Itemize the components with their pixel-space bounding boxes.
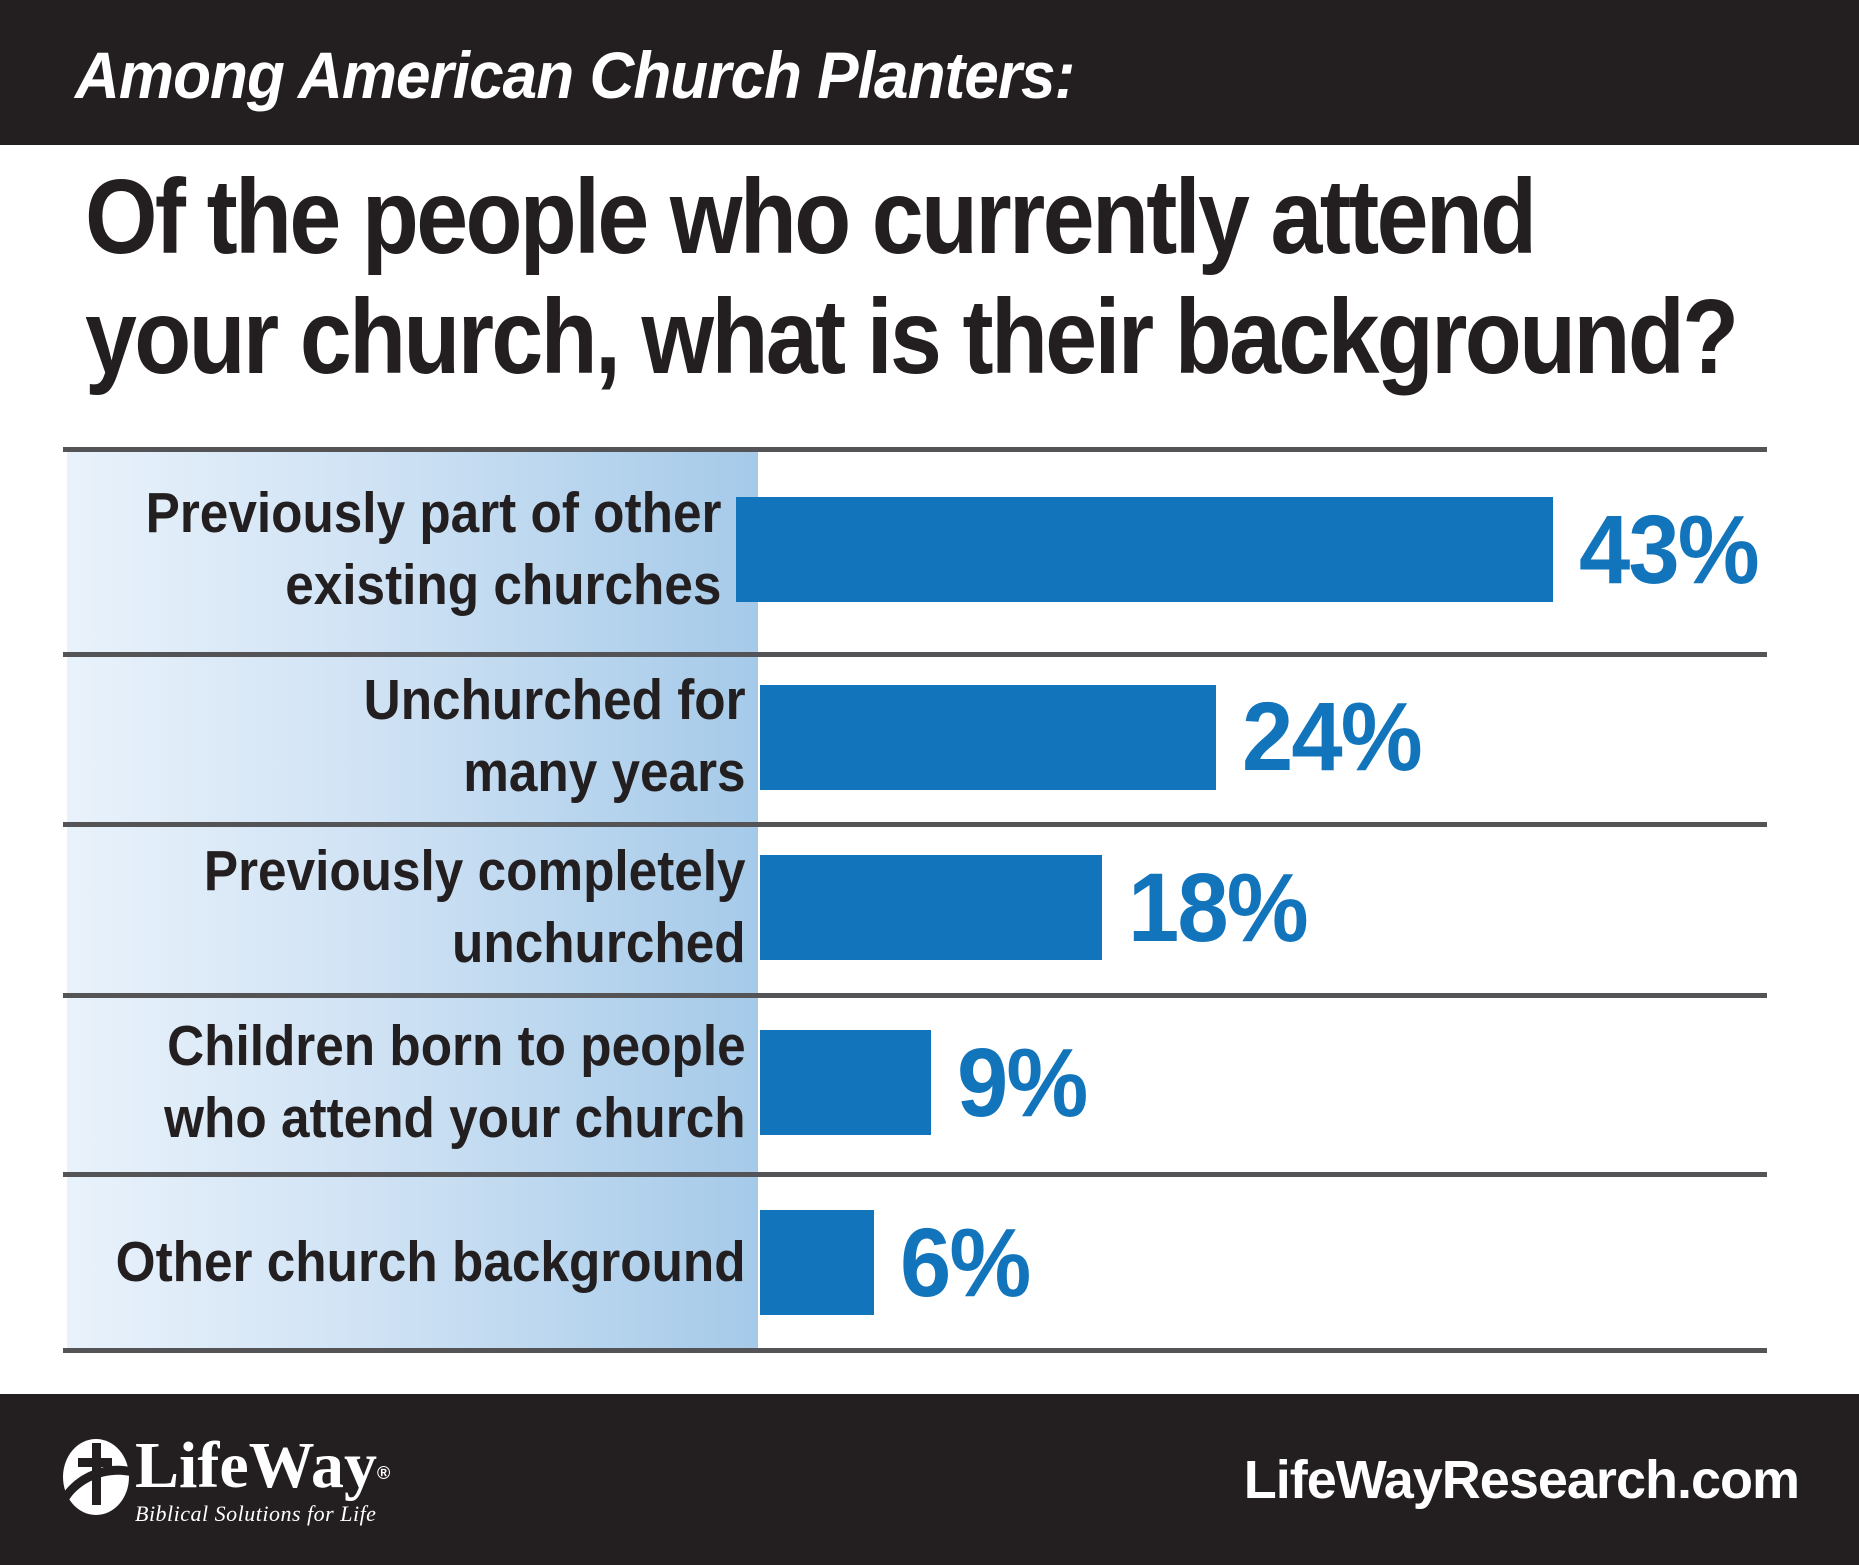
chart-row: Previously part of other existing church… (63, 447, 1767, 652)
lifeway-tagline: Biblical Solutions for Life (135, 1500, 377, 1526)
page-title-line1: Of the people who currently attend (85, 158, 1537, 276)
category-label: Unchurched for many years (133, 652, 760, 822)
chart-row: Other church background 6% (63, 1172, 1767, 1353)
page-title: Of the people who currently attend your … (85, 158, 1739, 398)
category-label: Children born to people who attend your … (133, 993, 760, 1172)
value-label: 9% (957, 1027, 1088, 1137)
category-label-line: Previously part of other (145, 480, 722, 545)
lifeway-globe-cross-icon (63, 1438, 131, 1521)
page-title-line2: your church, what is their background? (85, 277, 1739, 396)
value-label: 18% (1128, 852, 1309, 962)
category-label-line: many years (463, 740, 746, 804)
lifeway-wordmark: LifeWay® (135, 1428, 391, 1502)
category-label-line: Children born to people (167, 1013, 746, 1078)
category-label-line: unchurched (452, 910, 746, 975)
category-label: Previously completely unchurched (133, 822, 760, 993)
chart-row: Previously completely unchurched 18% (63, 822, 1767, 993)
category-label-line: Unchurched for (363, 668, 746, 733)
bar (760, 684, 1216, 790)
chart-row: Unchurched for many years 24% (63, 652, 1767, 822)
category-label: Other church background (116, 1172, 760, 1353)
chart-rows: Previously part of other existing church… (63, 447, 1767, 1353)
lifeway-logo-text: LifeWay® Biblical Solutions for Life (135, 1428, 391, 1527)
bar-area: 18% (760, 822, 1767, 993)
category-label: Previously part of other existing church… (130, 447, 736, 652)
bar-area: 43% (735, 447, 1767, 652)
category-label-line: Other church background (115, 1229, 746, 1294)
bar (760, 855, 1102, 960)
bar (760, 1210, 874, 1315)
bar (735, 497, 1553, 602)
chart-row: Children born to people who attend your … (63, 993, 1767, 1172)
header-title: Among American Church Planters: (75, 37, 1075, 112)
row-separator-line (63, 1348, 1767, 1353)
header-bar: Among American Church Planters: (0, 0, 1859, 145)
row-separator-line (63, 1172, 1767, 1177)
category-label-panel (67, 449, 758, 1350)
bar-chart: Previously part of other existing church… (63, 447, 1767, 1353)
row-separator-line (63, 993, 1767, 998)
row-separator-line (63, 822, 1767, 827)
value-label: 6% (900, 1207, 1031, 1317)
bar-area: 24% (760, 652, 1767, 822)
footer-bar: LifeWay® Biblical Solutions for Life Lif… (0, 1394, 1859, 1565)
category-label-line: Previously completely (203, 838, 746, 903)
value-label: 24% (1242, 682, 1423, 791)
category-label-line: who attend your church (164, 1085, 746, 1150)
category-label-line: existing churches (285, 552, 722, 617)
registered-trademark-symbol: ® (377, 1462, 391, 1483)
row-separator-line (63, 652, 1767, 657)
bar (760, 1030, 931, 1135)
value-label: 43% (1578, 494, 1760, 604)
row-separator-line (63, 447, 1767, 452)
bar-area: 6% (760, 1172, 1767, 1353)
lifeway-logo: LifeWay® Biblical Solutions for Life (63, 1428, 391, 1527)
bar-area: 9% (760, 993, 1767, 1172)
lifeway-research-url: LifeWayResearch.com (1243, 1449, 1800, 1510)
